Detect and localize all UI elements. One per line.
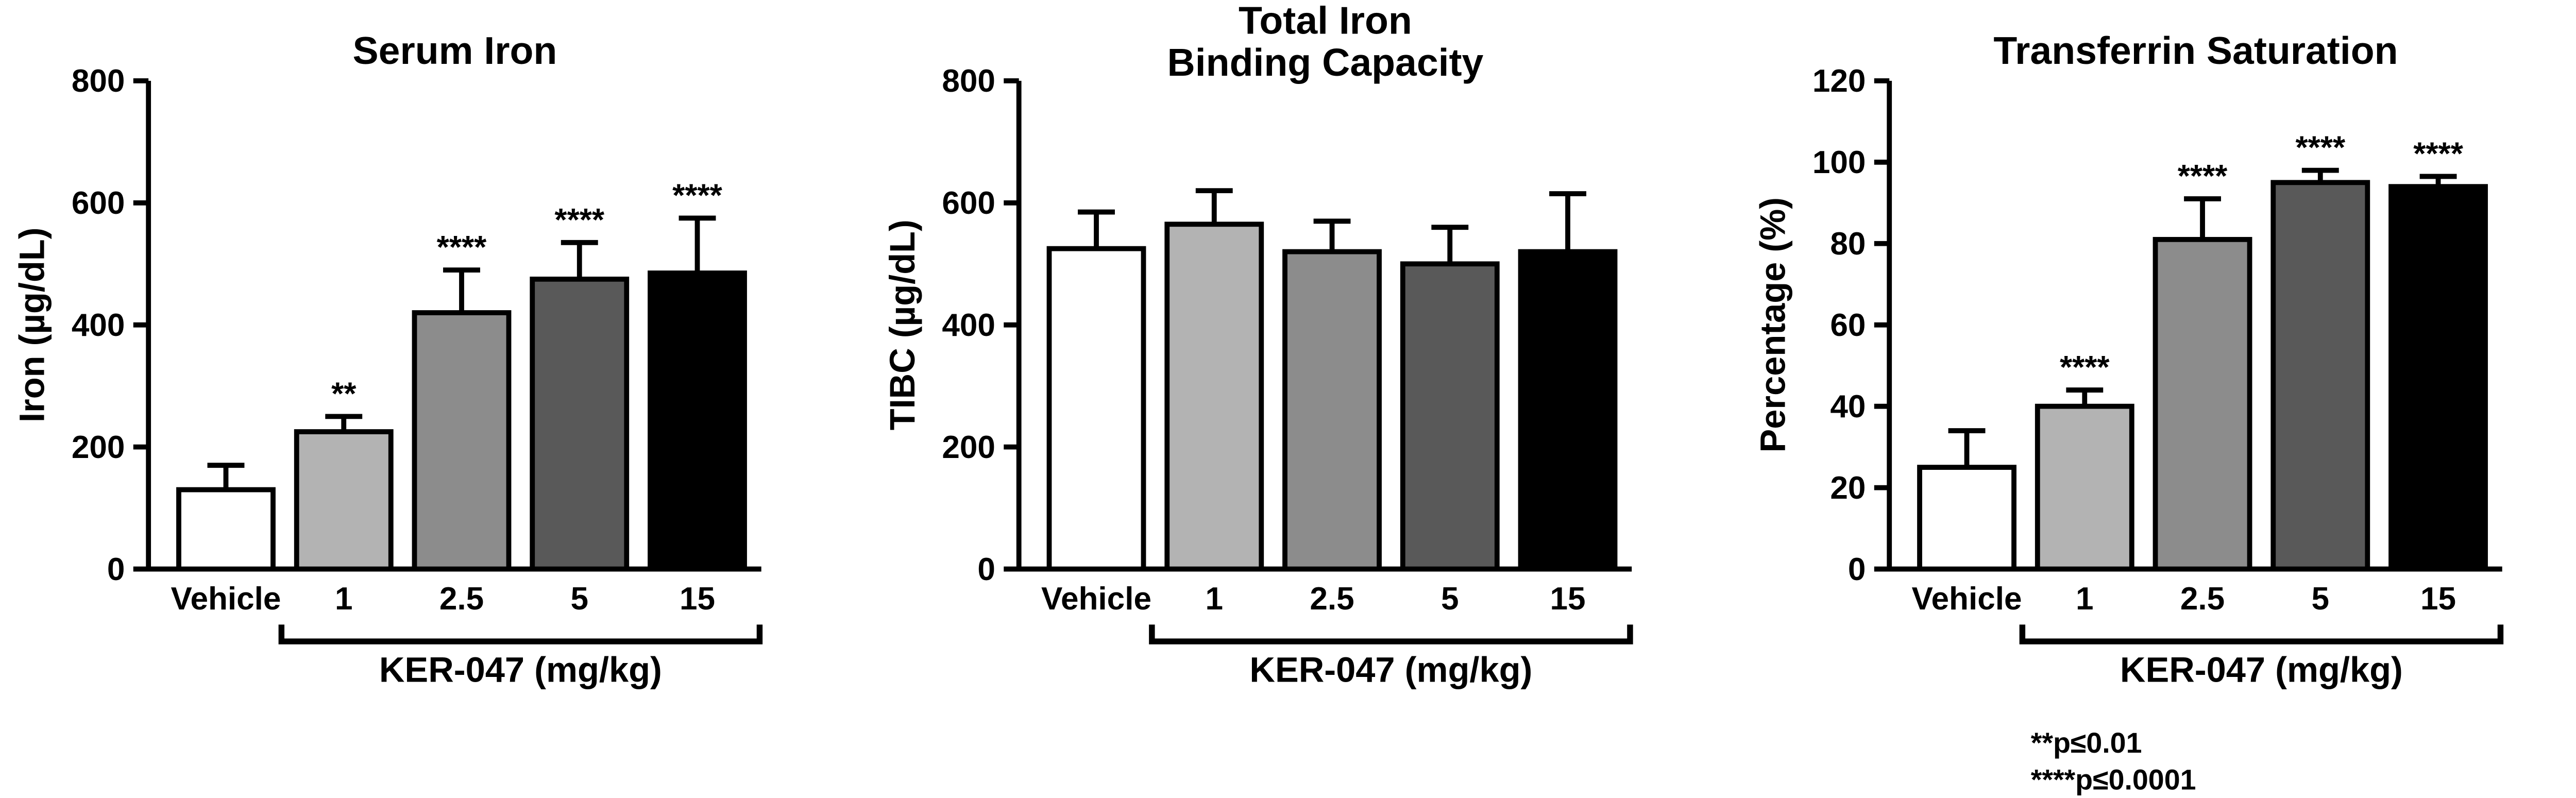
bar-transferrin-saturation-1 [2035,403,2134,572]
y-tick-label: 600 [942,185,995,221]
dose-bracket [278,624,763,644]
bar-serum-iron-vehicle [176,487,276,572]
category-label: 15 [680,581,715,617]
y-axis-title: TIBC (µg/dL) [883,219,922,430]
category-label: 5 [1441,581,1459,617]
category-label: 2.5 [1310,581,1354,617]
y-tick-label: 200 [942,430,995,465]
error-bar [1195,188,1233,225]
y-tick-label: 200 [72,430,125,465]
category-label: 15 [1550,581,1585,617]
error-bar [443,267,480,313]
category-label: 1 [1205,581,1223,617]
significance-stars: **** [2178,159,2228,194]
error-bar [1948,428,1986,468]
error-bar [325,414,363,432]
error-bar [2066,387,2104,406]
y-axis-title: Percentage (%) [1753,197,1793,453]
category-label: 5 [570,581,588,617]
y-tick-label: 80 [1830,226,1866,262]
error-bar [2184,196,2221,240]
chart-serum-iron: Serum Iron 0 200 400 600 800 Iron (µg/dL) Vehic… [12,29,763,690]
category-label: 2.5 [2180,581,2225,617]
category-label: 5 [2312,581,2330,617]
y-tick-label: 400 [942,308,995,343]
significance-stars: **** [437,230,487,265]
y-axis-title: Iron (µg/dL) [12,227,52,422]
error-bar [1313,218,1351,252]
y-tick-label: 20 [1830,470,1866,506]
error-bar [1431,225,1469,264]
bar-serum-iron-1 [294,429,394,572]
chart-title-line2: Binding Capacity [1167,41,1484,84]
y-tick-label: 600 [72,185,125,221]
dose-bracket [2019,624,2504,644]
footnote-significance-p01: **p≤0.01 [2031,727,2142,759]
error-bar [207,463,245,490]
y-tick-label: 120 [1812,63,1866,99]
dose-bracket [1149,624,1633,644]
significance-stars: **** [2060,350,2110,385]
significance-stars: **** [2413,137,2463,172]
significance-stars: **** [2295,130,2345,166]
bar-serum-iron-5 [530,276,630,572]
bar-transferrin-saturation-2.5 [2153,236,2252,572]
error-bar [561,240,598,279]
bar-tibc-1 [1164,222,1264,572]
bar-serum-iron-2.5 [412,310,512,572]
x-axis-title: KER-047 (mg/kg) [1249,650,1532,690]
category-label: 1 [335,581,353,617]
y-tick-label: 60 [1830,308,1866,343]
y-tick-label: 100 [1812,145,1866,180]
x-axis-title: KER-047 (mg/kg) [2120,650,2403,690]
significance-stars: **** [554,202,604,238]
chart-title-line1: Total Iron [1239,0,1412,42]
bar-tibc-5 [1400,261,1500,572]
category-label: 15 [2420,581,2456,617]
error-bar [679,215,716,274]
category-label: Vehicle [1041,581,1151,617]
y-tick-label: 800 [72,63,125,99]
bar-transferrin-saturation-vehicle [1917,465,2016,572]
chart-title: Serum Iron [353,29,557,72]
y-tick-label: 800 [942,63,995,99]
chart-title: Transferrin Saturation [1993,29,2398,72]
y-tick-label: 0 [1848,552,1866,587]
bar-tibc-vehicle [1046,246,1146,572]
significance-stars: **** [672,178,722,214]
category-label: 2.5 [439,581,484,617]
bar-transferrin-saturation-15 [2388,184,2488,572]
significance-stars: ** [331,377,357,412]
chart-transferrin-saturation: Transferrin Saturation 0 20 40 60 80 100 120 Per… [1753,29,2504,690]
y-tick-label: 0 [107,552,125,587]
y-tick-label: 400 [72,308,125,343]
bar-transferrin-saturation-5 [2270,180,2370,572]
bar-serum-iron-15 [648,270,747,572]
x-axis-title: KER-047 (mg/kg) [379,650,662,690]
y-tick-label: 40 [1830,389,1866,425]
category-label: Vehicle [1912,581,2022,617]
error-bar [2419,174,2457,187]
bar-tibc-2.5 [1282,249,1382,572]
bar-tibc-15 [1518,249,1618,572]
y-tick-label: 0 [977,552,995,587]
category-label: Vehicle [171,581,281,617]
footnote-significance-p0001: ****p≤0.0001 [2031,764,2196,796]
error-bar [1549,191,1586,252]
error-bar [2301,167,2339,183]
category-label: 1 [2076,581,2094,617]
error-bar [1078,209,1115,249]
